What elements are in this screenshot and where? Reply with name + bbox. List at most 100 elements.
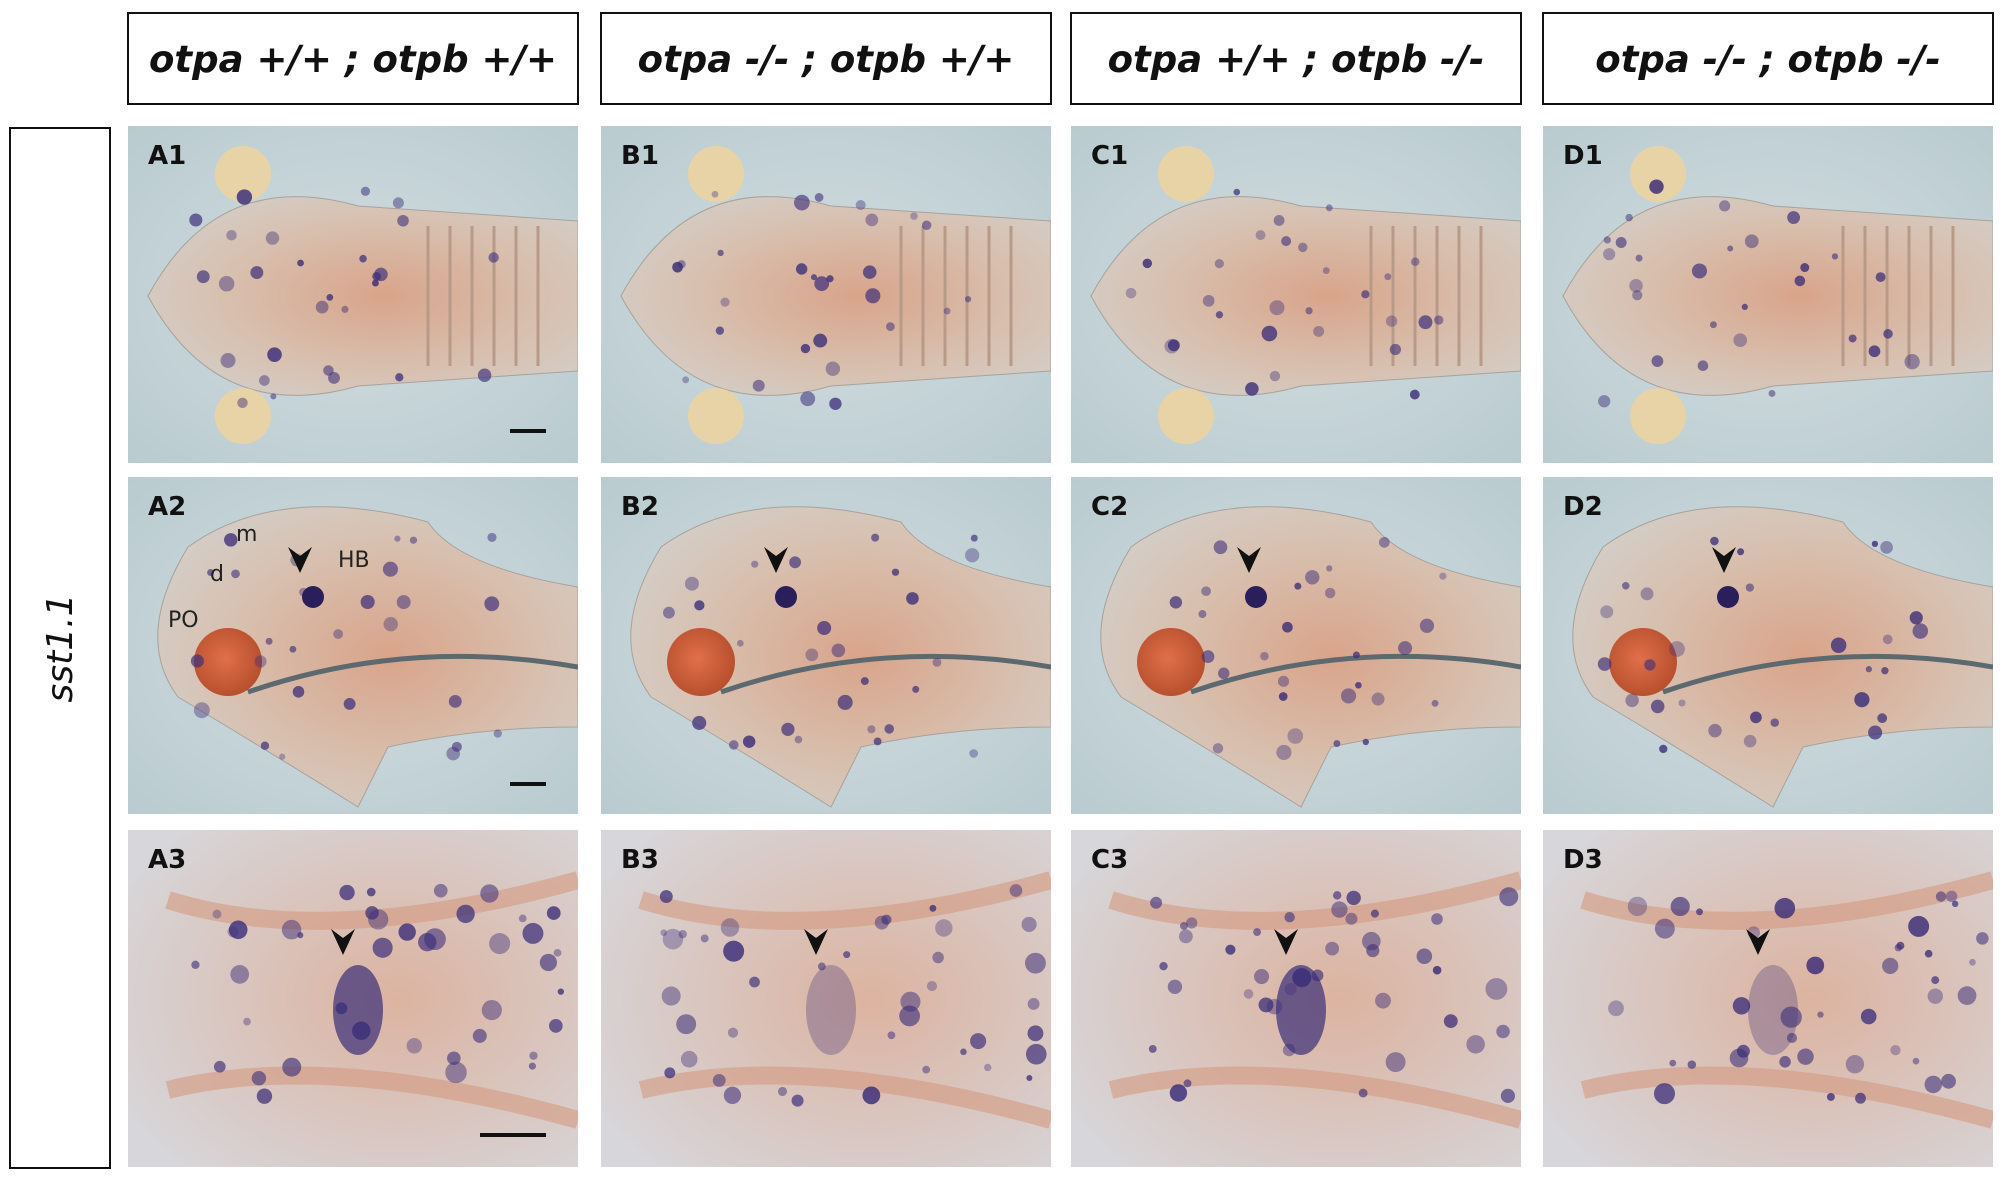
stained-cell (970, 1033, 987, 1050)
embryo (630, 506, 1051, 808)
stained-cell (191, 960, 200, 969)
stained-cell (1709, 321, 1717, 329)
stained-cell (1741, 303, 1748, 310)
stained-cell (1148, 1044, 1157, 1053)
stained-cell (1600, 605, 1614, 619)
stained-cell (1245, 382, 1259, 396)
stained-cell (717, 249, 724, 257)
stained-cell (256, 1088, 273, 1104)
stained-cell (1865, 666, 1872, 673)
stained-cell (1499, 887, 1519, 907)
stained-cell (1622, 582, 1630, 590)
stained-cell (1629, 278, 1643, 293)
eye (1609, 628, 1677, 696)
stained-cell (451, 741, 462, 752)
stained-cell (1027, 1025, 1044, 1042)
stained-cell (1305, 307, 1313, 315)
stained-cell (777, 1086, 788, 1097)
arrowhead (1274, 929, 1298, 955)
stained-cell (553, 948, 562, 957)
stained-cell (1324, 587, 1336, 599)
stained-cell (456, 904, 475, 924)
stained-cell (189, 213, 203, 227)
stained-cell (1385, 315, 1398, 327)
stained-cell (302, 586, 324, 608)
stained-cell (472, 1028, 487, 1043)
stained-cell (965, 548, 980, 563)
stained-cell (887, 1031, 896, 1040)
stained-cell (1009, 884, 1023, 897)
embryo (1562, 196, 1993, 396)
stained-cell (339, 884, 355, 901)
stained-cell (672, 261, 683, 273)
stained-cell (1727, 245, 1734, 252)
arrowhead (804, 929, 828, 955)
stained-cell (1632, 290, 1643, 301)
stained-cell (1733, 333, 1748, 348)
stained-cell (546, 906, 561, 920)
stained-cell (712, 1073, 726, 1087)
annotation: d (210, 562, 224, 587)
stained-cell (935, 919, 953, 937)
stained-cell (1710, 536, 1719, 546)
arrowhead (1712, 547, 1736, 573)
stained-cell (910, 212, 918, 220)
panel-background (1543, 830, 1993, 1167)
panel (601, 477, 1051, 814)
stained-cell (775, 586, 797, 608)
stained-cell (1598, 395, 1611, 408)
stained-cell (1669, 641, 1685, 658)
panel (1071, 477, 1521, 814)
stained-cell (664, 1067, 676, 1079)
stained-cell (1371, 692, 1385, 706)
stained-cell (1281, 236, 1292, 247)
stained-cell (678, 929, 687, 939)
stained-cell (1346, 890, 1361, 906)
stained-cell (448, 694, 462, 708)
stained-cell (1332, 891, 1342, 900)
tissue-band (1662, 653, 1993, 695)
stained-cell (366, 887, 376, 897)
stained-cell (1169, 1084, 1188, 1102)
stained-cell (1245, 586, 1267, 608)
stained-cell (1276, 744, 1292, 761)
stained-cell (1653, 1083, 1675, 1105)
stained-cell (1325, 204, 1333, 212)
stained-cell (728, 740, 739, 750)
stained-cell (326, 294, 334, 301)
stained-cell (1202, 294, 1215, 307)
stained-cell (860, 677, 869, 686)
embryo (1090, 196, 1521, 396)
stained-cell (1025, 952, 1046, 974)
stained-cluster (333, 965, 383, 1055)
stained-cell (800, 391, 816, 407)
stained-cell (1125, 287, 1137, 299)
stained-cell (372, 937, 393, 958)
stained-cell (1687, 1060, 1697, 1069)
stained-cell (1854, 692, 1870, 708)
panel (1543, 830, 1993, 1167)
stained-cell (1875, 272, 1886, 283)
arrowhead (1237, 547, 1261, 573)
stained-cell (1214, 258, 1224, 269)
stained-cell (1697, 360, 1709, 372)
panel-label: D2 (1563, 492, 1603, 522)
stained-cell (409, 536, 418, 544)
stained-cell (1650, 699, 1665, 714)
stained-cell (1908, 915, 1930, 937)
stained-cell (243, 1017, 251, 1026)
stained-cell (1890, 1044, 1901, 1056)
stained-cell (265, 231, 280, 245)
stained-cell (865, 213, 879, 227)
stained-cell (1178, 929, 1193, 944)
stained-cell (1385, 1052, 1406, 1073)
stained-cell (1774, 897, 1796, 919)
stained-cell (528, 1062, 536, 1070)
stained-cell (445, 1061, 467, 1084)
stained-cell (1025, 1043, 1047, 1065)
stained-cell (190, 654, 204, 668)
stained-cell (254, 655, 267, 668)
stained-cell (292, 686, 305, 698)
stained-cell (1333, 740, 1341, 748)
